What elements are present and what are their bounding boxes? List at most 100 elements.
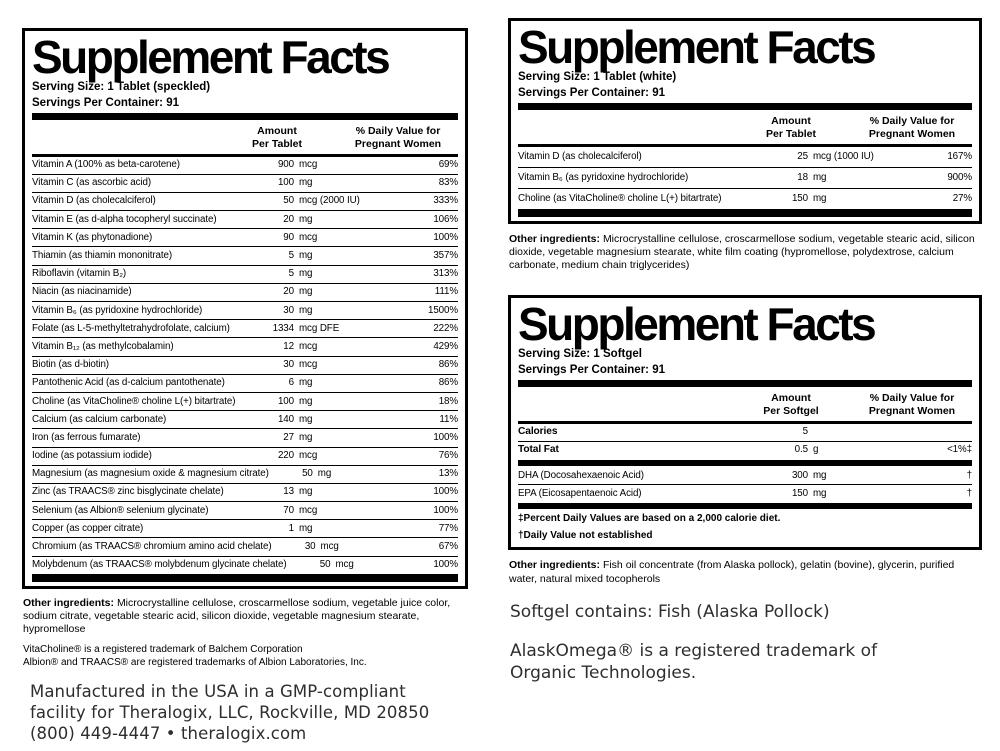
amount-number: 150: [791, 192, 808, 204]
nutrient-name: Thiamin (as thiamin mononitrate): [32, 250, 172, 262]
table-row: Niacin (as niacinamide) 20 mg 111%: [32, 282, 458, 301]
table-row: Riboflavin (vitamin B₂) 5 mg 313%: [32, 264, 458, 283]
daily-value-cell: 100%: [433, 431, 458, 443]
other-ingredients: Other ingredients: Microcrystalline cell…: [23, 597, 467, 637]
amount-number: 5: [288, 250, 294, 262]
spacer: [518, 392, 730, 418]
nutrient-amount: 50 mg: [269, 468, 380, 480]
nutrient-amount: 900 mcg: [250, 159, 372, 171]
other-ingredients-text: Microcrystalline cellulose, croscarmello…: [23, 596, 451, 636]
nutrient-amount: 100 mg: [250, 396, 372, 408]
nutrient-amount: 70 mcg: [250, 505, 372, 517]
servings-per-container: Servings Per Container: 91: [518, 86, 665, 99]
manufacturer-line: (800) 449-4447 • theralogix.com: [30, 724, 307, 744]
manufacturer-line: Manufactured in the USA in a GMP-complia…: [30, 682, 406, 702]
table-row: Magnesium (as magnesium oxide & magnesiu…: [32, 464, 458, 483]
amount-unit: mg: [813, 171, 827, 183]
servings-per-container: Servings Per Container: 91: [518, 363, 665, 376]
table-row: Vitamin B₆ (as pyridoxine hydrochloride)…: [32, 301, 458, 319]
daily-value-cell: 18%: [438, 395, 458, 407]
amount-number: 140: [277, 413, 294, 425]
daily-value-cell: 100%: [433, 486, 458, 498]
nutrient-amount: 5 mg: [250, 268, 372, 280]
amount-number: 1: [288, 522, 294, 534]
amount-unit: mg: [299, 486, 313, 498]
manufacturer-info: Manufactured in the USA in a GMP-complia…: [30, 681, 468, 744]
nutrient-amount: 20 mg: [250, 214, 372, 226]
amount-column-header: Amount Per Softgel: [730, 392, 852, 418]
daily-value-cell: 76%: [438, 450, 458, 462]
nutrient-name: Vitamin D (as cholecalciferol): [518, 150, 642, 162]
daily-value-cell: 106%: [433, 213, 458, 225]
amount-number: 20: [283, 286, 294, 298]
trademark-line: Albion® and TRAACS® are registered trade…: [23, 657, 367, 669]
nutrient-amount: 25 mcg (1000 IU): [764, 151, 886, 163]
amount-number: 30: [304, 541, 316, 553]
table-row: Vitamin D (as cholecalciferol) 50 mcg (2…: [32, 191, 458, 210]
daily-value-cell: 13%: [438, 468, 458, 480]
thick-rule: [32, 113, 458, 120]
amount-unit: mg: [299, 377, 313, 389]
nutrient-amount: 1334 mcg DFE: [250, 323, 372, 335]
table-row: Molybdenum (as TRAACS® molybdenum glycin…: [32, 555, 458, 574]
amount-unit: mcg: [299, 231, 318, 243]
table-row: Vitamin D (as cholecalciferol) 25 mcg (1…: [518, 147, 972, 167]
daily-value-cell: <1%‡: [947, 444, 972, 456]
other-ingredients: Other ingredients: Fish oil concentrate …: [509, 559, 981, 585]
amount-number: 27: [283, 431, 294, 443]
amount-unit: mcg: [299, 359, 318, 371]
nutrient-name: Iron (as ferrous fumarate): [32, 431, 141, 443]
amount-header-line2: Per Softgel: [763, 404, 819, 417]
manufacturer-line: facility for Theralogix, LLC, Rockville,…: [30, 703, 430, 723]
daily-value-cell: 77%: [438, 522, 458, 534]
nutrient-name: DHA (Docosahexaenoic Acid): [518, 469, 644, 481]
nutrient-name: Vitamin C (as ascorbic acid): [32, 177, 151, 189]
amount-unit: mcg: [335, 559, 354, 571]
nutrient-amount: 30 mcg: [272, 541, 381, 553]
amount-number: 50: [302, 468, 313, 480]
amount-number: 13: [283, 486, 294, 498]
thick-rule: [518, 208, 972, 217]
daily-value-cell: 900%: [947, 171, 972, 183]
amount-unit: mg: [813, 469, 827, 481]
table-row: Zinc (as TRAACS® zinc bisglycinate chela…: [32, 482, 458, 501]
nutrient-amount: 150 mg: [764, 193, 886, 205]
amount-unit: mg: [813, 487, 827, 499]
right-column: Supplement Facts Serving Size: 1 Tablet …: [508, 18, 982, 684]
amount-unit: mcg: [299, 450, 318, 462]
amount-unit: mg: [317, 468, 332, 480]
amount-unit: mg: [299, 213, 313, 225]
nutrient-name: Zinc (as TRAACS® zinc bisglycinate chela…: [32, 486, 224, 498]
nutrient-amount: 6 mg: [250, 377, 372, 389]
left-column: Supplement Facts Serving Size: 1 Tablet …: [22, 28, 468, 744]
table-row: Pantothenic Acid (as d-calcium pantothen…: [32, 373, 458, 392]
nutrient-name: Vitamin B₁₂ (as methylcobalamin): [32, 340, 174, 352]
allergen-statement: Softgel contains: Fish (Alaska Pollock): [510, 601, 830, 622]
other-ingredients-text: Microcrystalline cellulose, croscarmello…: [509, 232, 975, 271]
daily-value-cell: 100%: [433, 559, 458, 571]
amount-number: 220: [277, 450, 294, 462]
nutrient-table: Vitamin D (as cholecalciferol) 25 mcg (1…: [518, 143, 972, 209]
daily-value-cell: 333%: [433, 195, 458, 207]
amount-number: 50: [319, 559, 331, 571]
amount-unit: mg: [299, 413, 313, 425]
column-headers: Amount Per Tablet % Daily Value for Preg…: [32, 122, 458, 154]
amount-number: 25: [797, 150, 808, 162]
amount-unit: mcg: [299, 340, 318, 352]
amount-number: 100: [277, 177, 294, 189]
table-row: Vitamin K (as phytonadione) 90 mcg 100%: [32, 228, 458, 246]
amount-unit: mg: [299, 395, 313, 407]
supplement-facts-panel-tablet-speckled: Supplement Facts Serving Size: 1 Tablet …: [22, 28, 468, 589]
nutrient-amount: 30 mg: [250, 305, 372, 317]
calories-fat-table: Calories 5 Total Fat 0.5 g <1%‡: [518, 420, 972, 459]
nutrient-name: Biotin (as d-biotin): [32, 359, 109, 371]
nutrient-name: Magnesium (as magnesium oxide & magnesiu…: [32, 468, 269, 480]
amount-header-line1: Amount: [771, 391, 811, 404]
serving-size: Serving Size: 1 Tablet (speckled): [32, 81, 211, 93]
nutrient-name: Total Fat: [518, 444, 559, 456]
nutrient-amount: 5: [764, 426, 886, 438]
daily-value-cell: 86%: [438, 359, 458, 371]
nutrient-name: Vitamin A (100% as beta-carotene): [32, 159, 180, 171]
table-row: Choline (as VitaCholine® choline L(+) bi…: [32, 391, 458, 410]
table-row: DHA (Docosahexaenoic Acid) 300 mg †: [518, 467, 972, 484]
